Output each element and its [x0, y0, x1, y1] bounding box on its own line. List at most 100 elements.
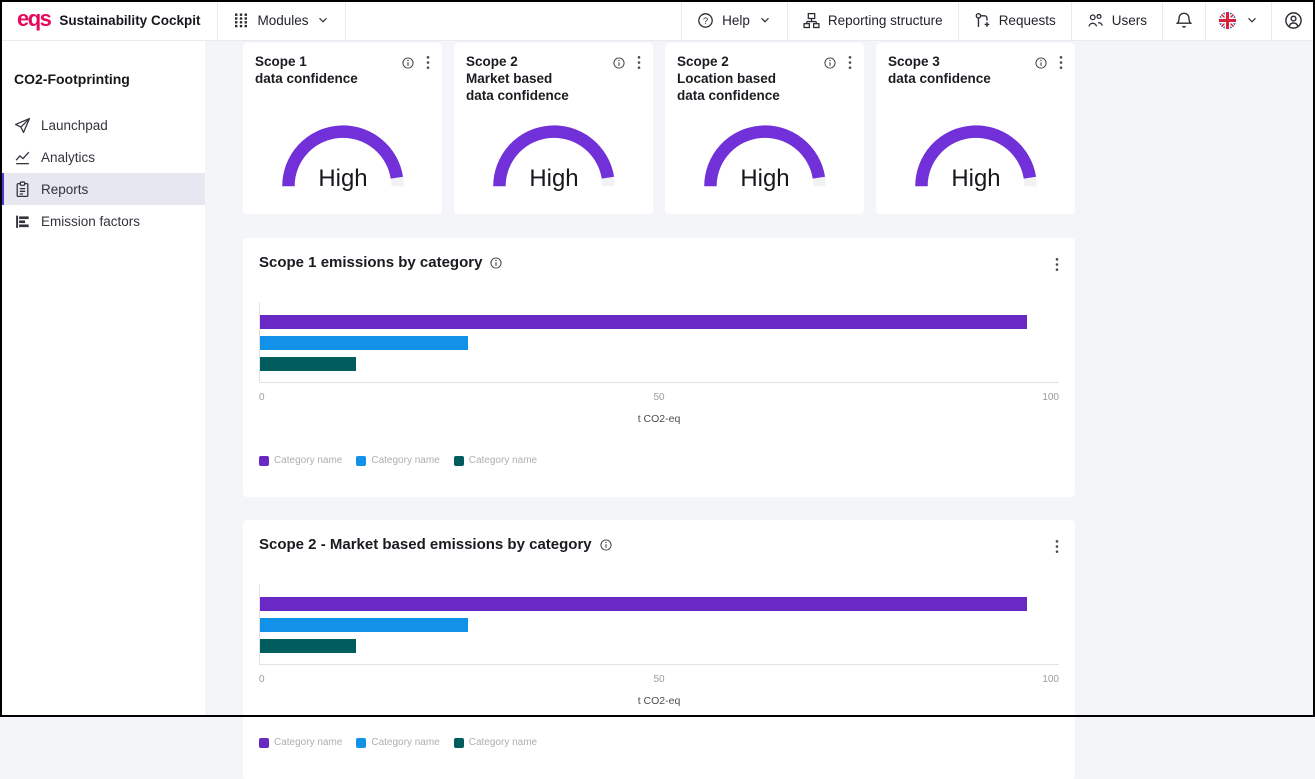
- info-icon[interactable]: [823, 56, 837, 70]
- legend-item[interactable]: Category name: [259, 455, 342, 466]
- legend-swatch: [453, 737, 464, 748]
- app-title: Sustainability Cockpit: [59, 12, 201, 28]
- chart-title: Scope 1 emissions by category: [259, 254, 1055, 271]
- sidebar-item-launchpad[interactable]: Launchpad: [0, 109, 205, 141]
- chart-legend: Category name Category name Category nam…: [259, 455, 1059, 466]
- svg-text:?: ?: [703, 15, 708, 26]
- gauge-value: High: [740, 165, 789, 192]
- legend-label: Category name: [274, 737, 343, 748]
- chevron-down-icon: [758, 13, 772, 27]
- gauge: High: [243, 121, 442, 193]
- x-tick: 50: [653, 674, 665, 685]
- gauge-card-scope1: Scope 1 data confidence High: [243, 43, 442, 214]
- bar-category-3[interactable]: [260, 357, 356, 371]
- avatar-icon: [1284, 11, 1303, 30]
- x-tick: 0: [259, 392, 265, 403]
- bar-category-1[interactable]: [260, 597, 1028, 611]
- kebab-menu-icon[interactable]: [1055, 536, 1059, 554]
- requests-label: Requests: [998, 12, 1056, 28]
- bar-category-2[interactable]: [260, 618, 468, 632]
- gauge: High: [454, 121, 653, 193]
- users-button[interactable]: Users: [1070, 0, 1162, 40]
- legend-item[interactable]: Category name: [259, 737, 342, 748]
- legend-item[interactable]: Category name: [453, 455, 538, 466]
- reporting-structure-label: Reporting structure: [827, 12, 943, 28]
- x-axis-ticks: 0 50 100: [259, 674, 1059, 686]
- chart-title: Scope 2 - Market based emissions by cate…: [259, 536, 1055, 553]
- request-flow-icon: [974, 12, 991, 29]
- legend-swatch: [453, 455, 464, 466]
- chart-card-scope1-emissions: Scope 1 emissions by category 0 50 100 t…: [243, 238, 1075, 497]
- x-tick: 50: [653, 392, 665, 403]
- info-icon[interactable]: [401, 56, 415, 70]
- legend-item[interactable]: Category name: [356, 455, 440, 466]
- info-icon[interactable]: [599, 538, 613, 552]
- bell-icon: [1175, 11, 1193, 29]
- modules-grid-icon: [233, 12, 249, 28]
- account-button[interactable]: [1271, 0, 1315, 40]
- sidebar-item-emission-factors[interactable]: Emission factors: [0, 205, 205, 237]
- sidebar-item-label: Analytics: [41, 149, 96, 165]
- chevron-down-icon: [316, 13, 330, 27]
- kebab-menu-icon[interactable]: [637, 55, 641, 70]
- chevron-down-icon: [1245, 13, 1259, 27]
- users-icon: [1087, 12, 1104, 29]
- uk-flag-icon: [1218, 11, 1237, 30]
- sidebar-module-title: CO2-Footprinting: [14, 71, 130, 87]
- chart-title-text: Scope 1 emissions by category: [259, 254, 483, 271]
- emission-factors-icon: [14, 213, 31, 230]
- gauge-card-scope2-market: Scope 2 Market based data confidence Hig…: [454, 43, 653, 214]
- kebab-menu-icon[interactable]: [426, 55, 430, 70]
- help-icon: ?: [697, 12, 714, 29]
- kebab-menu-icon[interactable]: [848, 55, 852, 70]
- legend-label: Category name: [371, 737, 440, 748]
- legend-label: Category name: [371, 455, 440, 466]
- sidebar: CO2-Footprinting Launchpad Analytics Rep…: [0, 41, 205, 717]
- gauge-value: High: [318, 165, 367, 192]
- legend-label: Category name: [468, 737, 538, 748]
- help-label: Help: [722, 12, 750, 28]
- gauge-card-scope2-location: Scope 2 Location based data confidence H…: [665, 43, 864, 214]
- bar-category-3[interactable]: [260, 639, 356, 653]
- brand: eqs Sustainability Cockpit: [0, 0, 217, 40]
- top-navbar: eqs Sustainability Cockpit Modules ? Hel…: [0, 0, 1315, 41]
- modules-menu-label: Modules: [257, 12, 309, 28]
- language-selector[interactable]: [1205, 0, 1271, 40]
- x-axis-label: t CO2-eq: [637, 413, 681, 425]
- legend-label: Category name: [274, 455, 343, 466]
- legend-label: Category name: [468, 455, 538, 466]
- org-chart-icon: [803, 12, 820, 29]
- sidebar-item-reports[interactable]: Reports: [0, 173, 205, 205]
- modules-menu-button[interactable]: Modules: [218, 0, 345, 40]
- navbar-right: ? Help Reporting structure: [681, 0, 1315, 40]
- x-tick: 100: [1042, 674, 1059, 685]
- x-tick: 100: [1042, 392, 1059, 403]
- kebab-menu-icon[interactable]: [1055, 254, 1059, 272]
- gauge-value: High: [529, 165, 578, 192]
- help-menu-button[interactable]: ? Help: [681, 0, 787, 40]
- legend-swatch: [259, 455, 269, 466]
- x-axis-ticks: 0 50 100: [259, 392, 1059, 404]
- x-axis-label: t CO2-eq: [637, 695, 681, 707]
- sidebar-item-label: Launchpad: [41, 117, 108, 133]
- bar-category-2[interactable]: [260, 336, 468, 350]
- requests-button[interactable]: Requests: [957, 0, 1071, 40]
- kebab-menu-icon[interactable]: [1059, 55, 1063, 70]
- notifications-button[interactable]: [1162, 0, 1205, 40]
- sidebar-item-label: Emission factors: [41, 213, 141, 229]
- info-icon[interactable]: [1034, 56, 1048, 70]
- gauge-card-title: Scope 1 data confidence: [255, 54, 358, 86]
- info-icon[interactable]: [612, 56, 626, 70]
- legend-item[interactable]: Category name: [453, 737, 538, 748]
- reporting-structure-button[interactable]: Reporting structure: [786, 0, 958, 40]
- sidebar-item-analytics[interactable]: Analytics: [0, 141, 205, 173]
- info-icon[interactable]: [489, 256, 503, 270]
- x-tick: 0: [259, 674, 265, 685]
- legend-item[interactable]: Category name: [356, 737, 440, 748]
- navbar-divider: [217, 0, 219, 40]
- analytics-icon: [14, 149, 31, 166]
- launchpad-icon: [14, 117, 31, 134]
- bar-category-1[interactable]: [260, 315, 1028, 329]
- gauge-card-title: Scope 2 Location based data confidence: [677, 54, 780, 103]
- bar-plot: [259, 584, 1059, 665]
